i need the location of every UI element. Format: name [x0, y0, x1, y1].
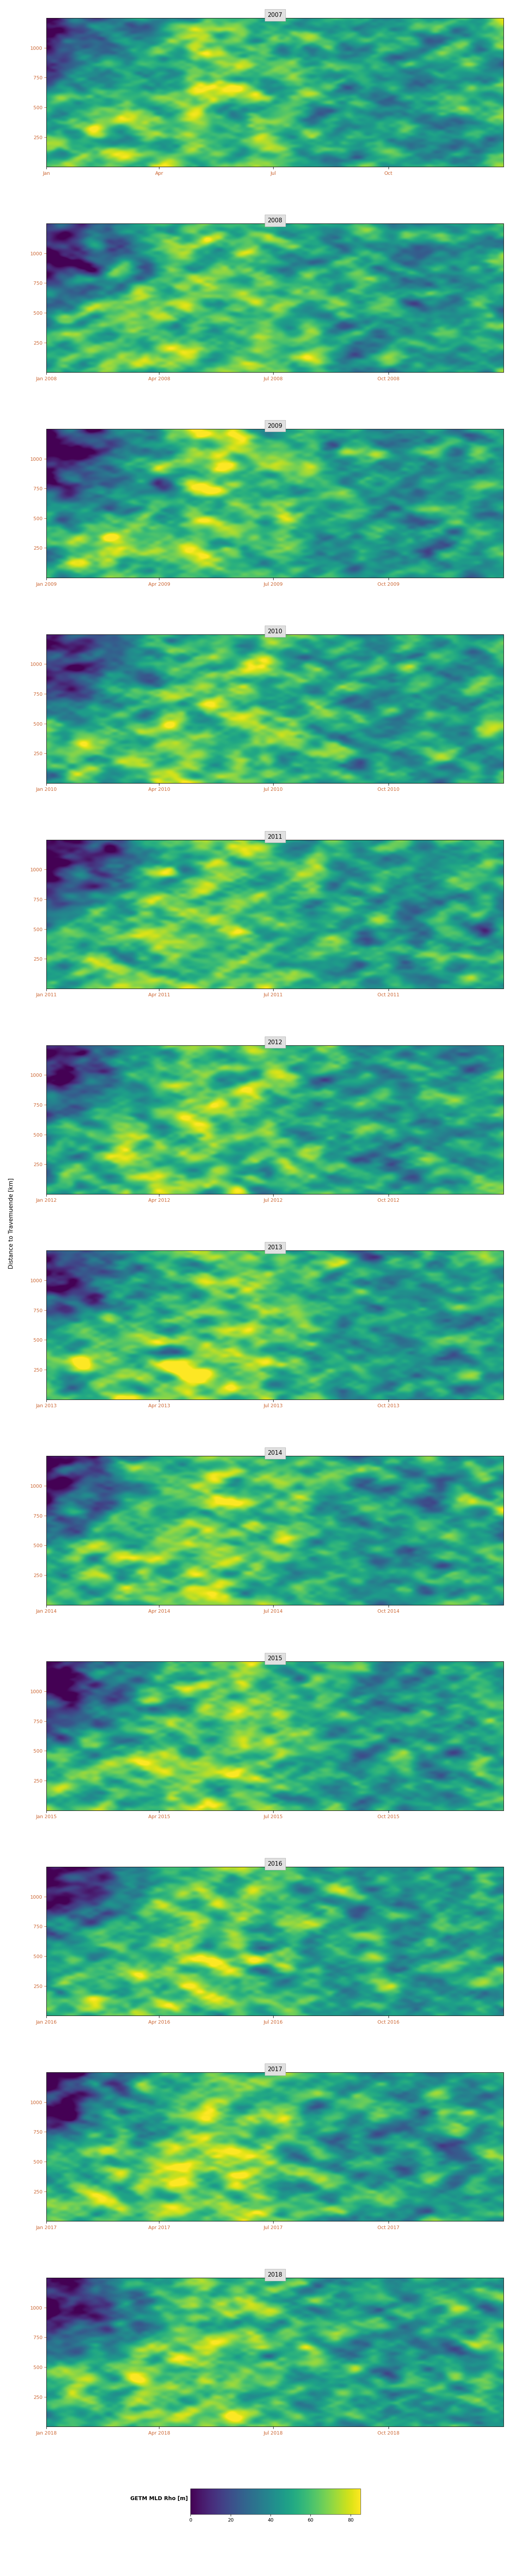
- Title: 2007: 2007: [268, 13, 282, 18]
- Title: 2008: 2008: [268, 219, 282, 224]
- Title: 2014: 2014: [268, 1450, 282, 1455]
- Title: 2016: 2016: [268, 1860, 282, 1868]
- Title: 2018: 2018: [268, 2272, 282, 2277]
- Title: 2010: 2010: [268, 629, 282, 634]
- Title: 2013: 2013: [268, 1244, 282, 1249]
- Title: 2011: 2011: [268, 835, 282, 840]
- Title: 2015: 2015: [268, 1656, 282, 1662]
- Title: 2017: 2017: [268, 2066, 282, 2071]
- Title: 2009: 2009: [268, 422, 282, 428]
- Title: 2012: 2012: [268, 1041, 282, 1046]
- Text: GETM MLD Rho [m]: GETM MLD Rho [m]: [130, 2496, 188, 2501]
- Text: Distance to Travemuende [km]: Distance to Travemuende [km]: [8, 1177, 14, 1270]
